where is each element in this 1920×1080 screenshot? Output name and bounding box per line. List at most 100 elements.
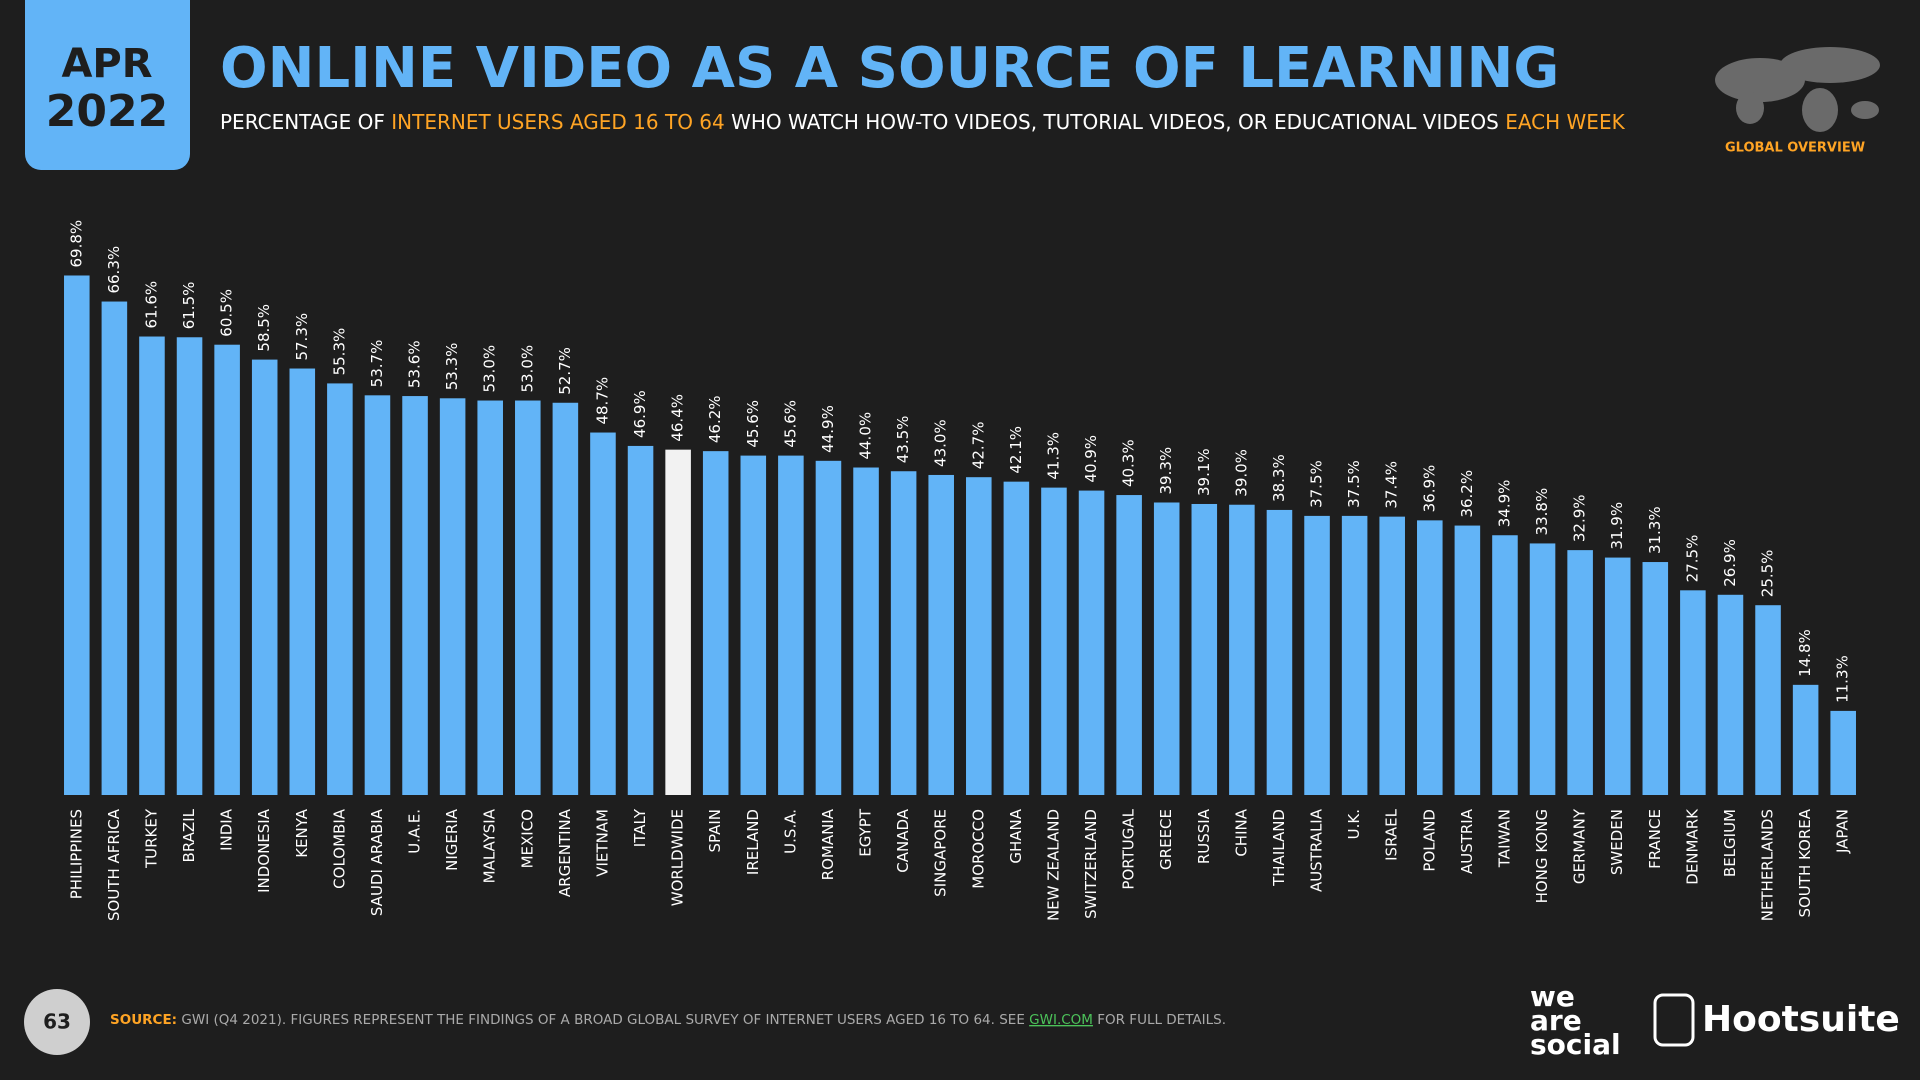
value-label: 25.5% [1759,550,1777,598]
bar [815,460,842,795]
x-tick-label: AUSTRIA [1458,808,1476,874]
value-label: 43.0% [932,419,950,467]
x-tick-label: AUSTRALIA [1308,808,1326,892]
bar [1492,535,1518,795]
x-tick-label: ISRAEL [1383,808,1401,860]
bar [1116,495,1142,795]
x-tick-label: NIGERIA [443,808,461,871]
x-tick-label: GHANA [1007,808,1025,863]
logo-text: Hootsuite [1702,999,1900,1040]
value-label: 45.6% [781,400,799,448]
value-label: 60.5% [218,289,236,337]
x-tick-label: TAIWAN [1495,809,1513,868]
logo-text: we [1530,980,1575,1013]
badge: GLOBAL OVERVIEW [1725,141,1865,156]
bar [364,395,391,795]
value-label: 34.9% [1495,480,1513,528]
bar [64,275,90,795]
value-label: 36.2% [1458,470,1476,518]
bar [1341,515,1368,795]
hootsuite-icon [1653,993,1695,1047]
x-tick-label: DENMARK [1683,808,1701,885]
page-number: 63 [43,1010,71,1034]
bar [890,471,917,795]
bar [1078,490,1105,795]
bar [1717,594,1744,795]
x-tick-label: INDONESIA [255,808,273,893]
x-tick-label: ARGENTINA [556,808,574,897]
value-label: 53.0% [481,345,499,393]
x-tick-label: NETHERLANDS [1759,809,1777,921]
bar [1191,503,1218,795]
value-label: 58.5% [255,304,273,352]
value-label: 40.9% [1082,435,1100,483]
x-tick-label: RUSSIA [1195,808,1213,864]
value-label: 44.0% [857,412,875,460]
x-tick-label: U.K. [1345,809,1363,839]
bar [928,474,954,795]
value-label: 38.3% [1270,454,1288,502]
bar [1003,481,1030,795]
date-year: 2022 [46,86,168,137]
x-tick-label: WORLDWIDE [669,809,687,906]
bar [251,359,278,795]
x-tick-label: SAUDI ARABIA [368,808,386,916]
value-label: 44.9% [819,405,837,453]
value-label: 39.3% [1157,447,1175,495]
subtitle-part: EACH WEEK [1505,110,1625,134]
bar [1792,684,1819,795]
x-tick-label: TURKEY [142,808,160,869]
x-tick-label: HONG KONG [1533,809,1551,903]
bar [1604,557,1631,795]
x-tick-label: VIETNAM [593,809,611,877]
value-label: 61.5% [180,282,198,330]
x-tick-label: EGYPT [857,808,875,857]
x-tick-label: ITALY [631,808,649,847]
x-tick-label: SOUTH AFRICA [105,808,123,921]
page-circle [24,989,90,1055]
subtitle-part: INTERNET USERS AGED 16 TO 64 [391,110,725,134]
x-tick-label: MALAYSIA [481,808,499,883]
value-label: 31.3% [1646,506,1664,554]
date-month: APR [61,41,152,87]
value-label: 42.1% [1007,426,1025,474]
value-label: 37.4% [1383,461,1401,509]
value-label: 42.7% [969,422,987,470]
x-tick-label: FRANCE [1646,809,1664,869]
value-label: 46.2% [706,395,724,443]
value-label: 37.5% [1308,460,1326,508]
bar [778,455,804,795]
x-tick-label: KENYA [293,808,311,858]
value-label: 46.9% [631,390,649,438]
bar [1417,520,1443,795]
value-label: 57.3% [293,313,311,361]
subtitle: PERCENTAGE OF INTERNET USERS AGED 16 TO … [220,110,1626,134]
bar [1229,504,1255,795]
value-label: 26.9% [1721,539,1739,587]
date-box [25,0,190,170]
value-label: 14.8% [1796,629,1814,677]
subtitle-part: PERCENTAGE OF [220,110,391,134]
bar [1454,525,1481,795]
source: SOURCE: GWI (Q4 2021). FIGURES REPRESENT… [110,1012,1226,1028]
x-tick-label: JAPAN [1834,809,1852,854]
value-label: 66.3% [105,246,123,294]
x-tick-label: SPAIN [706,809,724,853]
world-map-icon [1715,47,1880,132]
x-tick-label: ROMANIA [819,808,837,880]
value-label: 69.8% [67,220,85,268]
x-tick-label: SWEDEN [1608,809,1626,875]
value-label: 36.9% [1420,465,1438,513]
x-tick-label: POLAND [1420,809,1438,872]
bar [665,449,691,795]
source-part: SOURCE: [110,1012,177,1028]
bar [214,344,240,795]
bar [176,337,203,795]
value-label: 39.1% [1195,448,1213,496]
x-tick-label: COLOMBIA [330,808,348,889]
x-tick-label: MOROCCO [969,809,987,889]
value-label: 27.5% [1683,535,1701,583]
bar [439,398,466,795]
bar [1153,502,1180,795]
